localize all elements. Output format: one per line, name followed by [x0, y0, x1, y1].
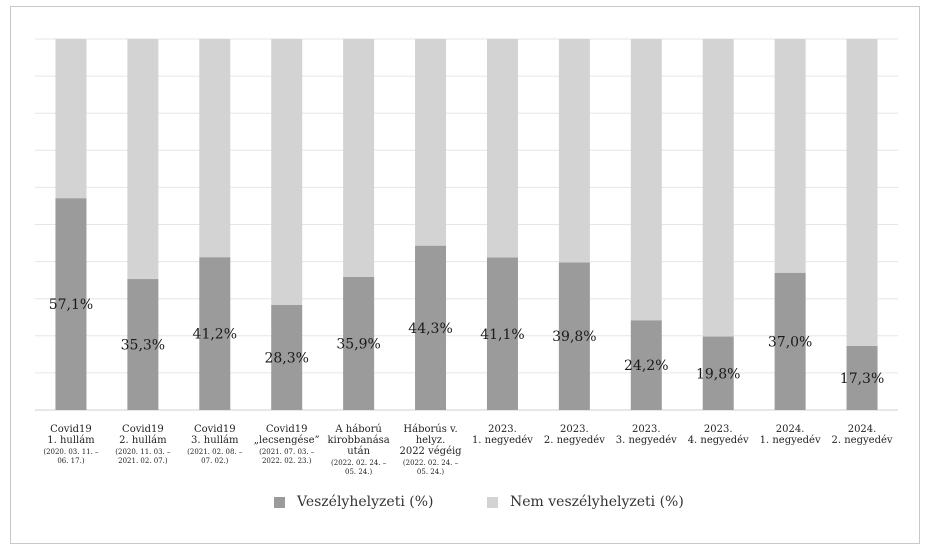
category-label-sub1: (2021. 02. 08. – [187, 448, 243, 456]
category-label-line2: 1. negyedév [471, 435, 533, 446]
data-labels: 57,1% 35,3% 41,2% 28,3% 35,9% 44,3% 41,1% 39,8%… [49, 297, 885, 387]
bar-nem-veszelyhelyzeti [558, 39, 590, 263]
bar-nem-veszelyhelyzeti [271, 39, 303, 306]
bar-veszelyhelyzeti [199, 257, 231, 410]
category-label-line2: „lecsengése” [253, 435, 320, 446]
bar-veszelyhelyzeti [343, 276, 375, 410]
category-label-sub2: 07. 02.) [201, 456, 229, 465]
data-label: 35,9% [336, 336, 380, 352]
category-label: Covid19 1. hullám (2020. 03. 11. –06. 17.) [33, 424, 109, 465]
category-label-sub2: 05. 24.) [416, 467, 445, 476]
category-label: 2023. 1. negyedév [464, 424, 540, 446]
category-label: 2023. 3. negyedév [608, 424, 684, 446]
category-label-line2: 1. negyedév [759, 435, 821, 446]
category-label-line1: 2023. [703, 424, 733, 435]
category-label-sub1: (2020. 11. 03. – [115, 448, 171, 456]
category-label: 2024. 1. negyedév [752, 424, 828, 446]
bar-nem-veszelyhelyzeti [55, 39, 87, 199]
bar-nem-veszelyhelyzeti [199, 39, 231, 258]
category-label: Covid19 „lecsengése” (2021. 07. 03. –2022.… [249, 424, 325, 465]
bars [55, 39, 878, 410]
category-label-line2: 2. negyedév [543, 435, 605, 446]
category-label: Háborús v. helyz. 2022 végéig (2022. 02. 2… [393, 424, 469, 476]
bar-nem-veszelyhelyzeti [486, 39, 518, 258]
bar-veszelyhelyzeti [127, 279, 159, 410]
bar-veszelyhelyzeti [558, 262, 590, 410]
category-label: 2023. 4. negyedév [680, 424, 756, 446]
category-label-line2: 2022 végéig [399, 446, 462, 457]
data-label: 17,3% [840, 371, 884, 387]
category-label-sub2: 05. 24.) [345, 467, 373, 476]
category-label-line2: 4. negyedév [687, 435, 749, 446]
bar-nem-veszelyhelyzeti [774, 39, 806, 273]
category-label-line1: 2023. [631, 424, 661, 435]
category-label-line2: 3. negyedév [615, 435, 677, 446]
category-label-line1: Háborús v. helyz. [403, 424, 458, 446]
legend-item-nem-veszelyhelyzeti: Nem veszélyhelyzeti (%) [487, 494, 684, 510]
category-label: Covid19 3. hullám (2021. 02. 08. –07. 02.) [177, 424, 253, 465]
data-label: 28,3% [264, 351, 308, 367]
category-label-line1: 2023. [488, 424, 517, 435]
category-label-sub2: 2022. 02. 23.) [261, 456, 312, 465]
data-label: 37,0% [768, 334, 812, 350]
bar-veszelyhelyzeti [630, 320, 662, 410]
legend-item-veszelyhelyzeti: Veszélyhelyzeti (%) [274, 494, 433, 510]
bar-veszelyhelyzeti [702, 336, 734, 410]
bar-nem-veszelyhelyzeti [343, 39, 375, 277]
bar-nem-veszelyhelyzeti [127, 39, 159, 280]
bar-nem-veszelyhelyzeti [846, 39, 878, 346]
category-label-sub1: (2020. 03. 11. – [43, 448, 99, 456]
legend: Veszélyhelyzeti (%) Nem veszélyhelyzeti … [0, 494, 929, 514]
bar-veszelyhelyzeti [774, 272, 806, 410]
category-label-sub2: 2021. 02. 07.) [118, 456, 168, 465]
category-label-sub1: (2021. 07. 03. – [259, 448, 315, 456]
chart-frame [10, 6, 920, 544]
bar-nem-veszelyhelyzeti [415, 39, 447, 246]
data-label: 35,3% [121, 338, 165, 354]
data-label: 44,3% [408, 321, 452, 337]
bar-nem-veszelyhelyzeti [630, 39, 662, 321]
bar-veszelyhelyzeti [271, 305, 303, 410]
category-label-line1: Covid19 [265, 424, 308, 435]
category-label-line2: 2. hullám [119, 435, 167, 446]
category-label-line2: 1. hullám [47, 435, 95, 446]
data-label: 19,8% [696, 366, 740, 382]
category-label: 2023. 2. negyedév [536, 424, 612, 446]
category-label-sub2: 06. 17.) [57, 456, 85, 465]
category-label-line1: 2024. [847, 424, 877, 435]
bar-veszelyhelyzeti [415, 245, 447, 410]
category-label-sub1: (2022. 02. 24. – [402, 459, 459, 467]
category-label-line2: 3. hullám [191, 435, 239, 446]
legend-swatch [274, 496, 285, 508]
data-label: 39,8% [552, 329, 596, 345]
gridlines [35, 38, 898, 411]
category-label: A háború kirobbanása után (2022. 02. 24. –… [321, 424, 397, 476]
category-label-line2: kirobbanása után [327, 435, 390, 457]
data-label: 24,2% [624, 358, 668, 374]
bar-nem-veszelyhelyzeti [702, 39, 734, 337]
legend-swatch [487, 496, 498, 508]
legend-label: Nem veszélyhelyzeti (%) [510, 494, 684, 510]
category-label-line2: 2. negyedév [831, 435, 893, 446]
category-label: Covid19 2. hullám (2020. 11. 03. –2021. 02… [105, 424, 181, 465]
data-label: 41,1% [480, 327, 524, 343]
data-label: 41,2% [193, 327, 237, 343]
category-label-line1: Covid19 [50, 424, 92, 435]
bar-veszelyhelyzeti [486, 257, 518, 410]
bar-veszelyhelyzeti [846, 345, 878, 410]
category-label: 2024. 2. negyedév [824, 424, 900, 446]
category-label-line1: Covid19 [122, 424, 164, 435]
bar-veszelyhelyzeti [55, 198, 87, 410]
category-label-sub1: (2022. 02. 24. – [331, 459, 387, 467]
data-label: 57,1% [49, 297, 93, 313]
category-label-line1: 2023. [560, 424, 589, 435]
category-label-line1: A háború [335, 424, 382, 435]
category-label-line1: 2024. [775, 424, 805, 435]
category-label-line1: Covid19 [193, 424, 236, 435]
legend-label: Veszélyhelyzeti (%) [297, 494, 434, 510]
